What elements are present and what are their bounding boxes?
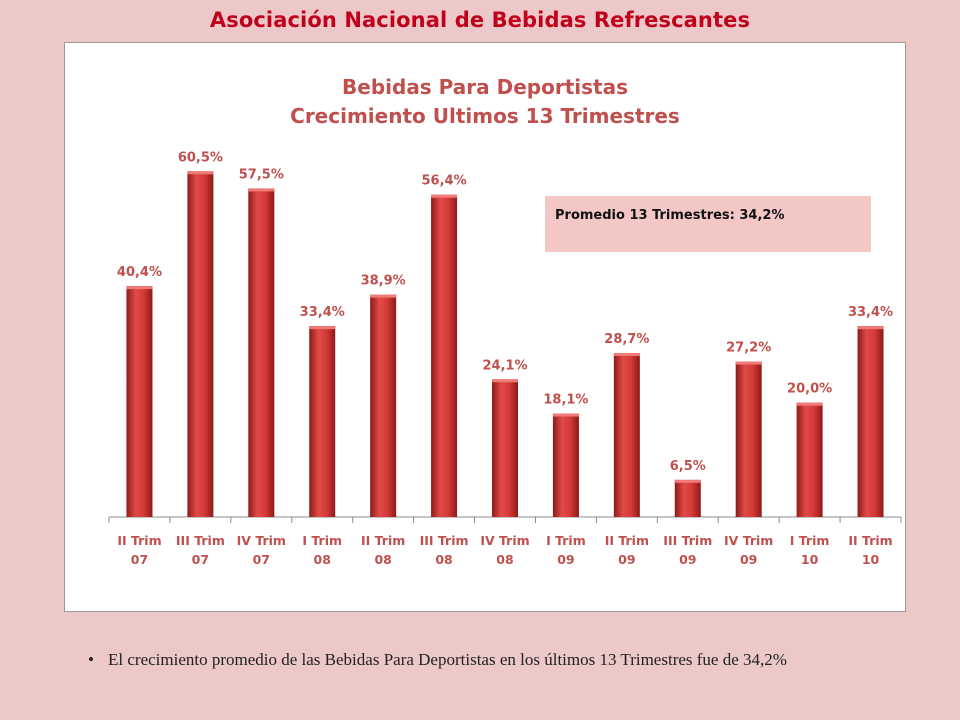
data-label: 38,9%	[361, 274, 406, 289]
x-tick-label-year: 07	[253, 552, 270, 567]
x-tick-label-year: 10	[801, 552, 819, 567]
x-tick-label: I Trim	[302, 533, 342, 548]
bar	[613, 353, 640, 517]
data-label: 6,5%	[670, 459, 706, 474]
x-tick-label: II Trim	[848, 533, 892, 548]
chart-title-line1: Bebidas Para Deportistas	[342, 75, 628, 99]
data-label: 56,4%	[422, 174, 467, 189]
data-label: 20,0%	[787, 382, 832, 397]
bar-top-highlight	[735, 361, 762, 365]
x-tick-label: III Trim	[420, 533, 469, 548]
bullet-text: El crecimiento promedio de las Bebidas P…	[108, 650, 787, 669]
chart-frame: Bebidas Para Deportistas Crecimiento Ult…	[64, 42, 906, 612]
x-tick-label: III Trim	[176, 533, 225, 548]
x-tick-label: IV Trim	[480, 533, 529, 548]
data-label: 24,1%	[482, 358, 527, 373]
bar	[735, 361, 762, 517]
x-tick-label: II Trim	[605, 533, 649, 548]
bar-top-highlight	[431, 194, 458, 198]
bar	[126, 286, 153, 517]
bar-top-highlight	[309, 326, 336, 330]
x-tick-label-year: 09	[618, 552, 635, 567]
bullet-point: • El crecimiento promedio de las Bebidas…	[88, 648, 888, 671]
x-tick-label: II Trim	[361, 533, 405, 548]
bar-top-highlight	[674, 479, 701, 483]
x-tick-label-year: 09	[557, 552, 574, 567]
bar	[187, 171, 214, 518]
x-tick-label-year: 08	[374, 552, 391, 567]
data-label: 28,7%	[604, 332, 649, 347]
bar	[674, 479, 701, 517]
x-tick-label: II Trim	[117, 533, 161, 548]
bar	[857, 326, 884, 517]
bar-top-highlight	[187, 171, 214, 175]
bar-top-highlight	[370, 294, 397, 298]
data-label: 33,4%	[300, 305, 345, 320]
x-tick-label-year: 08	[435, 552, 452, 567]
bar-top-highlight	[613, 353, 640, 356]
bar	[309, 326, 336, 517]
chart-title: Bebidas Para Deportistas Crecimiento Ult…	[65, 73, 905, 131]
x-tick-label: IV Trim	[237, 533, 286, 548]
x-tick-label: I Trim	[790, 533, 830, 548]
x-tick-label: III Trim	[663, 533, 712, 548]
data-label: 57,5%	[239, 167, 284, 182]
data-label: 27,2%	[726, 341, 771, 356]
bullet-dot: •	[88, 650, 94, 669]
x-tick-label-year: 09	[679, 552, 696, 567]
x-tick-label-year: 08	[496, 552, 513, 567]
bar-chart: 40,4% II Trim 07 60,5% III Trim 07 57,5% IV Tri…	[108, 150, 902, 567]
bar	[492, 379, 518, 517]
bar-top-highlight	[248, 188, 275, 192]
average-box: Promedio 13 Trimestres: 34,2%	[545, 196, 871, 252]
data-label: 18,1%	[543, 393, 588, 408]
x-tick-label-year: 07	[131, 552, 148, 567]
data-label: 60,5%	[178, 150, 223, 165]
bar	[248, 188, 275, 517]
chart-title-line2: Crecimiento Ultimos 13 Trimestres	[290, 104, 680, 128]
x-tick-label-year: 10	[862, 552, 880, 567]
bar-top-highlight	[126, 286, 153, 290]
bar	[370, 294, 397, 517]
bar	[552, 413, 579, 517]
bar	[431, 194, 458, 517]
x-tick-label-year: 08	[314, 552, 331, 567]
data-label: 33,4%	[848, 305, 893, 320]
x-tick-label: IV Trim	[724, 533, 773, 548]
bar-top-highlight	[552, 413, 579, 417]
slide-title: Asociación Nacional de Bebidas Refrescan…	[209, 8, 751, 32]
bar-top-highlight	[857, 326, 884, 330]
bar-top-highlight	[492, 379, 518, 383]
x-tick-label-year: 07	[192, 552, 209, 567]
x-tick-label-year: 09	[740, 552, 757, 567]
data-label: 40,4%	[117, 265, 162, 280]
bar	[796, 402, 823, 517]
bar-top-highlight	[796, 402, 823, 406]
x-tick-label: I Trim	[546, 533, 586, 548]
